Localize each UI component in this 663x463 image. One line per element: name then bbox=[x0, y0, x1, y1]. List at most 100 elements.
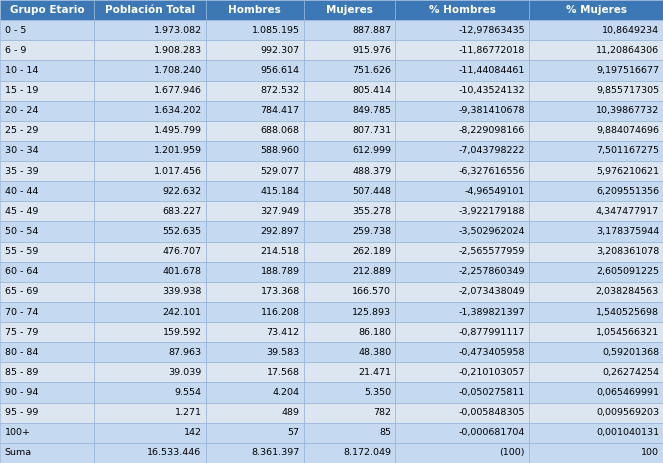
Text: 116.208: 116.208 bbox=[261, 307, 300, 317]
Bar bbox=[206, 443, 304, 463]
Bar bbox=[0, 262, 94, 282]
Text: 915.976: 915.976 bbox=[352, 46, 391, 55]
Text: 173.368: 173.368 bbox=[261, 288, 300, 296]
Bar bbox=[94, 443, 206, 463]
Bar bbox=[94, 100, 206, 121]
Text: 25 - 29: 25 - 29 bbox=[5, 126, 38, 135]
Text: 782: 782 bbox=[373, 408, 391, 417]
Bar bbox=[94, 40, 206, 60]
Bar bbox=[0, 0, 94, 20]
Bar bbox=[206, 382, 304, 403]
Bar bbox=[0, 40, 94, 60]
Text: 1.495.799: 1.495.799 bbox=[154, 126, 202, 135]
Text: 849.785: 849.785 bbox=[352, 106, 391, 115]
Bar bbox=[304, 282, 395, 302]
Bar bbox=[304, 0, 395, 20]
Text: 50 - 54: 50 - 54 bbox=[5, 227, 38, 236]
Bar bbox=[206, 60, 304, 81]
Text: 5.350: 5.350 bbox=[364, 388, 391, 397]
Text: -1,389821397: -1,389821397 bbox=[459, 307, 525, 317]
Bar bbox=[206, 242, 304, 262]
Bar bbox=[529, 161, 663, 181]
Text: 401.678: 401.678 bbox=[162, 267, 202, 276]
Bar bbox=[206, 262, 304, 282]
Bar bbox=[304, 423, 395, 443]
Bar bbox=[304, 262, 395, 282]
Bar bbox=[94, 423, 206, 443]
Bar bbox=[94, 81, 206, 100]
Bar bbox=[0, 141, 94, 161]
Text: -0,000681704: -0,000681704 bbox=[459, 428, 525, 438]
Bar bbox=[0, 423, 94, 443]
Text: 5,976210621: 5,976210621 bbox=[596, 167, 659, 175]
Bar bbox=[0, 81, 94, 100]
Bar bbox=[0, 282, 94, 302]
Text: 807.731: 807.731 bbox=[352, 126, 391, 135]
Bar bbox=[0, 242, 94, 262]
Bar bbox=[304, 242, 395, 262]
Text: -2,257860349: -2,257860349 bbox=[459, 267, 525, 276]
Text: -0,210103057: -0,210103057 bbox=[459, 368, 525, 377]
Bar bbox=[304, 121, 395, 141]
Bar bbox=[94, 262, 206, 282]
Bar bbox=[395, 0, 529, 20]
Text: -9,381410678: -9,381410678 bbox=[459, 106, 525, 115]
Text: 6,209551356: 6,209551356 bbox=[596, 187, 659, 196]
Bar bbox=[206, 423, 304, 443]
Bar bbox=[206, 403, 304, 423]
Text: 39.583: 39.583 bbox=[267, 348, 300, 357]
Bar bbox=[304, 40, 395, 60]
Bar bbox=[529, 443, 663, 463]
Text: 45 - 49: 45 - 49 bbox=[5, 207, 38, 216]
Text: 612.999: 612.999 bbox=[352, 146, 391, 156]
Bar bbox=[529, 40, 663, 60]
Bar bbox=[206, 221, 304, 242]
Text: 95 - 99: 95 - 99 bbox=[5, 408, 38, 417]
Bar bbox=[395, 100, 529, 121]
Bar bbox=[395, 161, 529, 181]
Bar bbox=[304, 81, 395, 100]
Bar bbox=[395, 403, 529, 423]
Bar bbox=[0, 181, 94, 201]
Text: 73.412: 73.412 bbox=[267, 328, 300, 337]
Bar bbox=[94, 141, 206, 161]
Bar bbox=[529, 81, 663, 100]
Bar bbox=[304, 382, 395, 403]
Bar bbox=[304, 363, 395, 382]
Bar bbox=[395, 382, 529, 403]
Bar bbox=[304, 161, 395, 181]
Bar bbox=[529, 221, 663, 242]
Text: 11,20864306: 11,20864306 bbox=[596, 46, 659, 55]
Bar bbox=[529, 382, 663, 403]
Text: 9,197516677: 9,197516677 bbox=[596, 66, 659, 75]
Text: 85: 85 bbox=[379, 428, 391, 438]
Bar bbox=[304, 100, 395, 121]
Text: 100+: 100+ bbox=[5, 428, 30, 438]
Text: 339.938: 339.938 bbox=[162, 288, 202, 296]
Text: 1.017.456: 1.017.456 bbox=[154, 167, 202, 175]
Text: % Hombres: % Hombres bbox=[429, 5, 495, 15]
Text: 0,26274254: 0,26274254 bbox=[602, 368, 659, 377]
Text: -12,97863435: -12,97863435 bbox=[459, 25, 525, 35]
Bar bbox=[395, 81, 529, 100]
Text: 922.632: 922.632 bbox=[162, 187, 202, 196]
Text: 65 - 69: 65 - 69 bbox=[5, 288, 38, 296]
Text: (100): (100) bbox=[500, 449, 525, 457]
Text: 262.189: 262.189 bbox=[352, 247, 391, 256]
Text: % Mujeres: % Mujeres bbox=[566, 5, 627, 15]
Text: 80 - 84: 80 - 84 bbox=[5, 348, 38, 357]
Text: 86.180: 86.180 bbox=[358, 328, 391, 337]
Bar bbox=[529, 262, 663, 282]
Text: 90 - 94: 90 - 94 bbox=[5, 388, 38, 397]
Text: 0,59201368: 0,59201368 bbox=[602, 348, 659, 357]
Text: Hombres: Hombres bbox=[228, 5, 281, 15]
Bar bbox=[94, 342, 206, 363]
Bar bbox=[206, 161, 304, 181]
Bar bbox=[0, 443, 94, 463]
Text: 57: 57 bbox=[288, 428, 300, 438]
Bar bbox=[206, 100, 304, 121]
Bar bbox=[304, 443, 395, 463]
Text: 10,8649234: 10,8649234 bbox=[602, 25, 659, 35]
Text: 20 - 24: 20 - 24 bbox=[5, 106, 38, 115]
Text: 142: 142 bbox=[184, 428, 202, 438]
